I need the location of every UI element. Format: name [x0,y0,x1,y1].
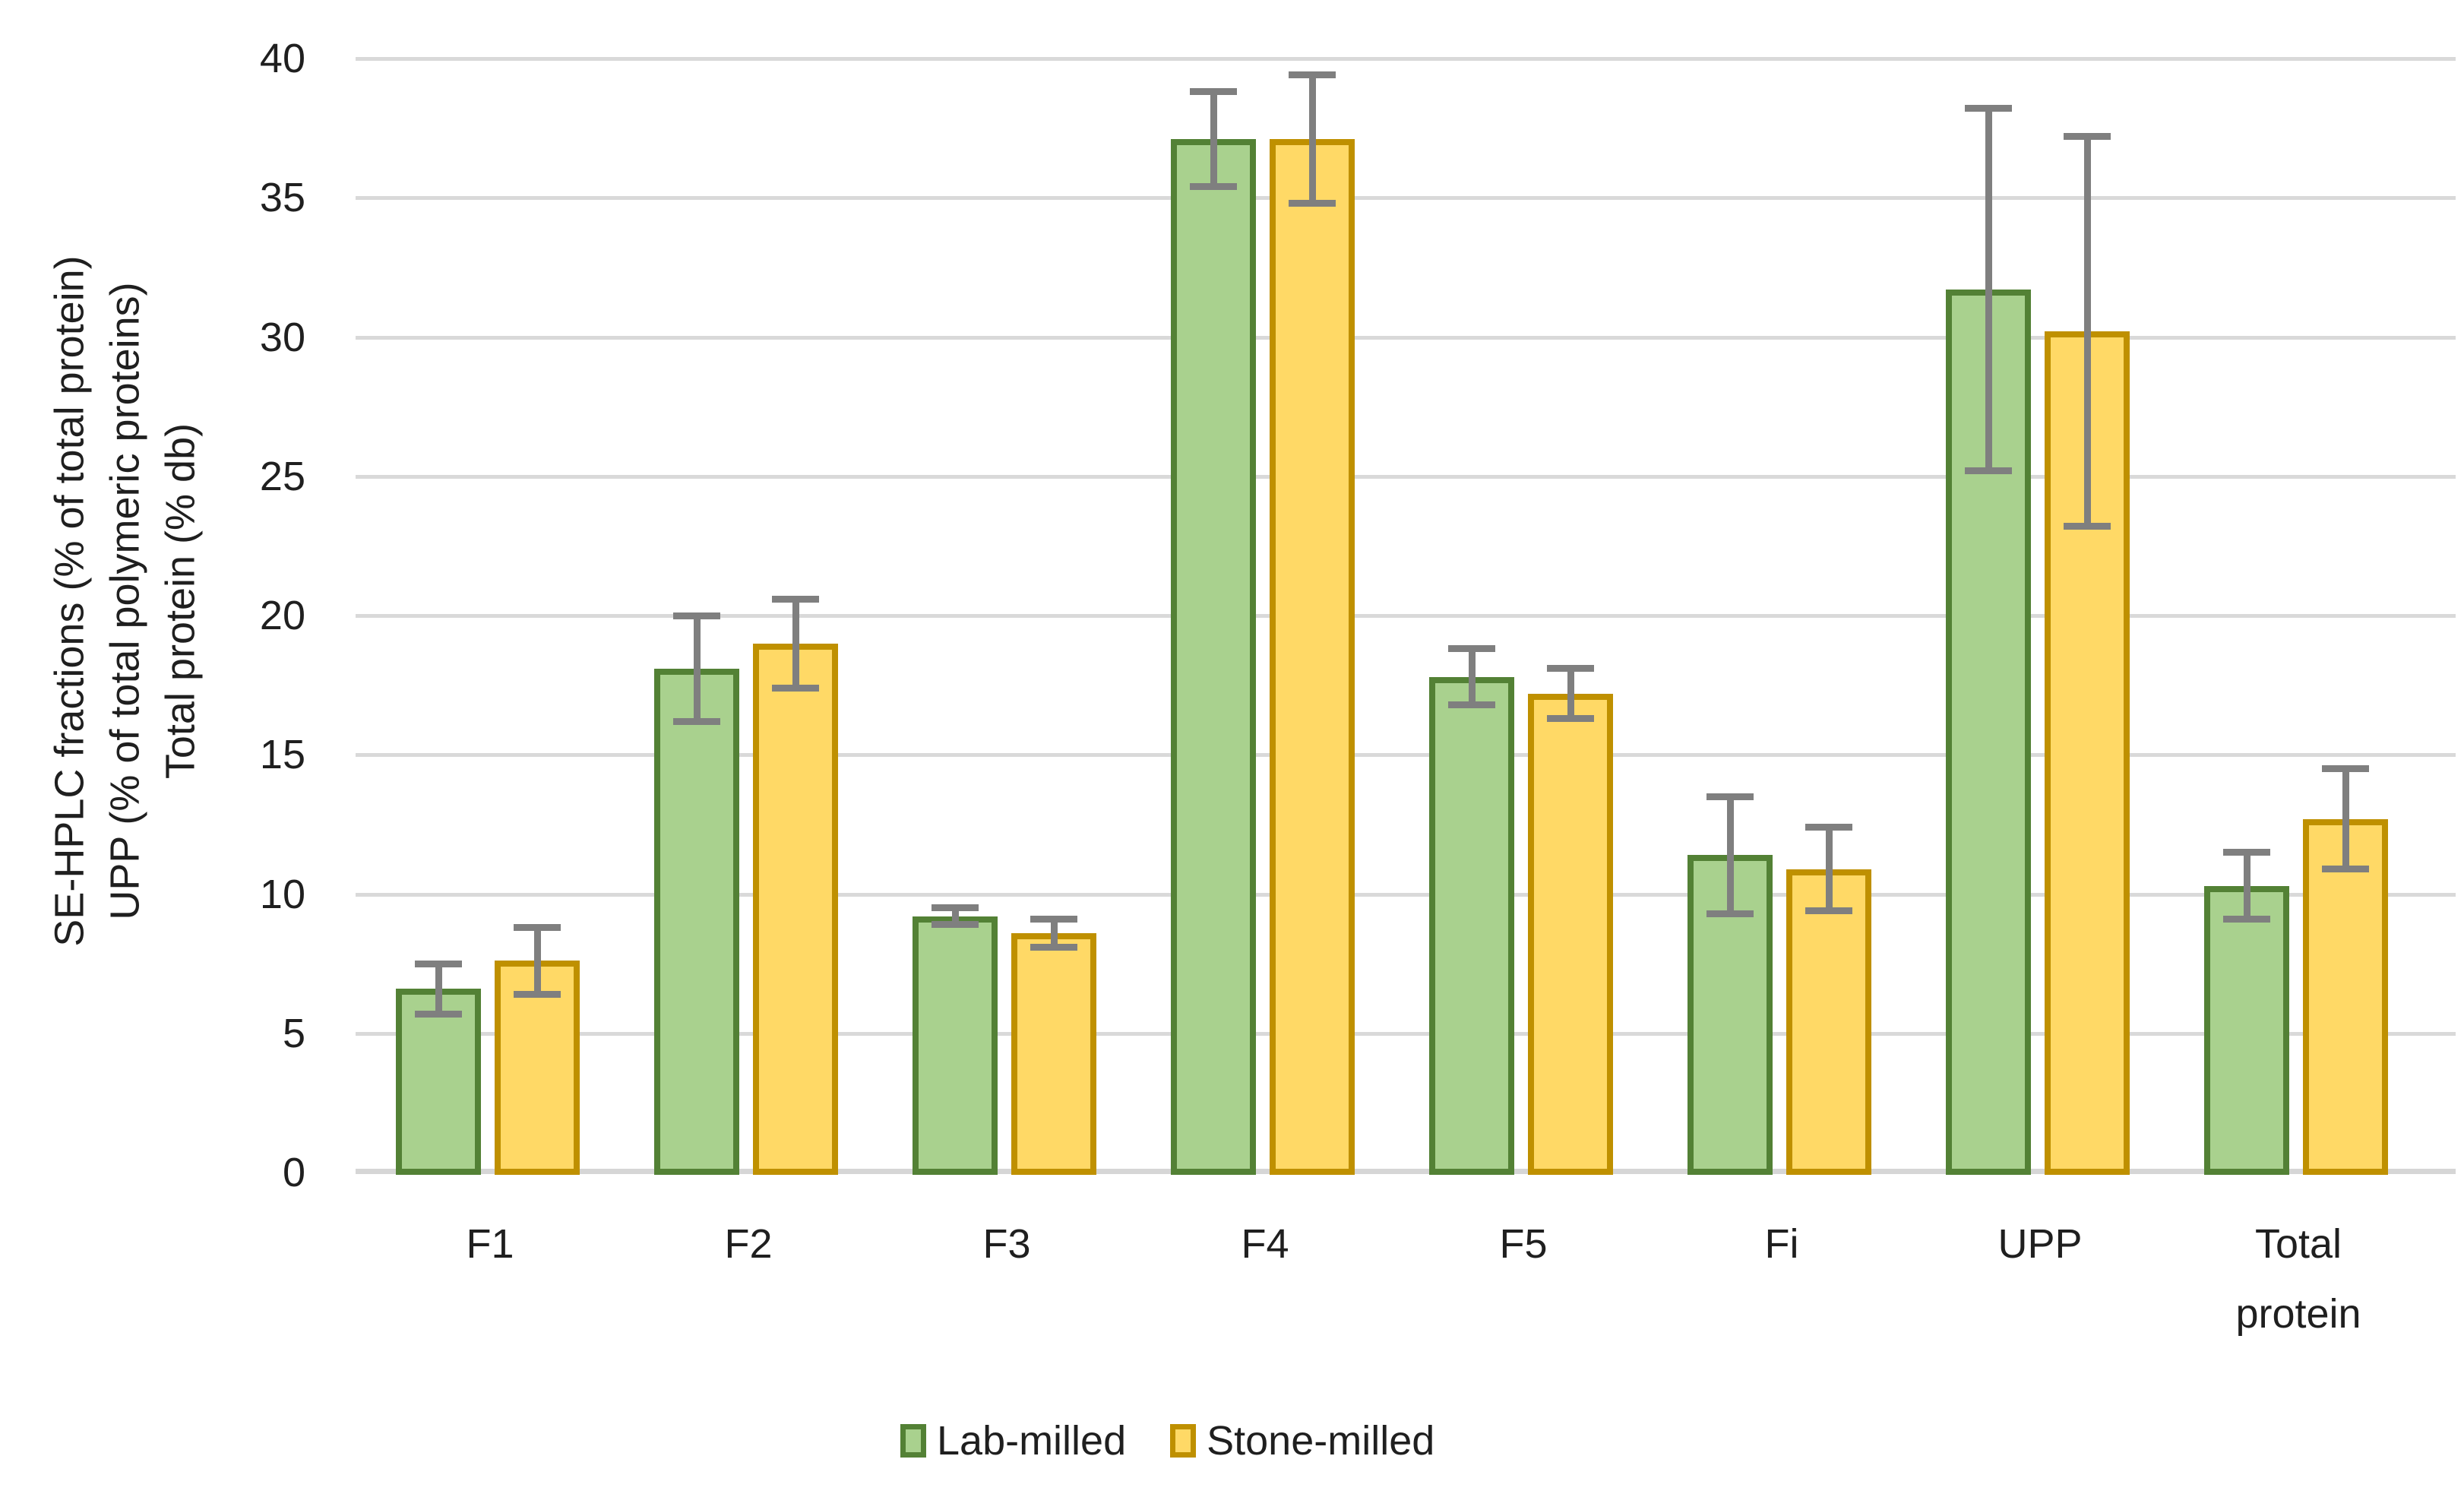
error-bar-stone-milled-f1-cap-top [514,923,561,931]
y-tick-label-25: 25 [259,453,305,499]
error-bar-stone-milled-f1-line [533,927,541,995]
error-bar-lab-milled-f2-line [693,616,701,722]
x-axis-label-f5: F5 [1499,1221,1548,1267]
error-bar-lab-milled-f4-cap-bottom [1190,183,1237,191]
error-bar-stone-milled-total-protein-line [2342,768,2349,869]
x-axis-label-f4: F4 [1241,1221,1289,1267]
error-bar-lab-milled-f5-cap-bottom [1448,701,1495,708]
x-axis-label-upp: UPP [1997,1221,2083,1267]
error-bar-lab-milled-total-protein-line [2243,852,2250,920]
error-bar-stone-milled-f4-line [1308,74,1316,204]
error-bar-stone-milled-f3-cap-top [1030,915,1077,923]
error-bar-lab-milled-upp-cap-top [1965,105,2012,112]
bar-stone-milled-f3 [1011,932,1096,1175]
error-bar-lab-milled-f2-cap-bottom [673,717,720,725]
error-bar-lab-milled-f1-line [435,964,442,1014]
legend-item-stone-milled: Stone-milled [1170,1417,1434,1464]
x-axis-label-f3: F3 [982,1221,1031,1267]
error-bar-lab-milled-f3-line [951,907,959,925]
error-bar-lab-milled-fi-line [1726,796,1734,914]
gridline-35 [356,196,2456,201]
error-bar-stone-milled-f3-cap-bottom [1030,943,1077,951]
bar-stone-milled-fi [1786,869,1871,1175]
error-bar-stone-milled-f5-cap-bottom [1547,715,1594,723]
error-bar-lab-milled-upp-line [1985,108,1992,471]
error-bar-lab-milled-upp-cap-bottom [1965,467,2012,474]
bar-lab-milled-f5 [1429,676,1514,1175]
y-tick-label-10: 10 [259,871,305,917]
error-bar-lab-milled-f2-cap-top [673,612,720,619]
y-axis-title-line-2: UPP (% of total polymeric proteins) [102,282,148,920]
error-bar-lab-milled-f1-cap-bottom [415,1010,462,1018]
y-tick-label-5: 5 [282,1010,305,1056]
error-bar-stone-milled-upp-line [2083,136,2091,527]
error-bar-stone-milled-upp-cap-bottom [2064,523,2111,530]
legend: Lab-milled Stone-milled [900,1416,1434,1465]
error-bar-stone-milled-f4-cap-top [1289,71,1336,79]
error-bar-stone-milled-f1-cap-bottom [514,990,561,998]
error-bar-stone-milled-fi-line [1825,827,1833,911]
error-bar-lab-milled-f3-cap-top [932,904,979,912]
lab-milled-swatch-icon [900,1424,926,1458]
error-bar-lab-milled-f4-cap-top [1190,88,1237,96]
x-axis-label-fi: Fi [1764,1221,1799,1267]
bar-lab-milled-f1 [396,989,481,1175]
error-bar-lab-milled-total-protein-cap-bottom [2223,915,2270,923]
error-bar-lab-milled-f4-line [1210,91,1217,187]
y-tick-label-15: 15 [259,732,305,778]
y-tick-label-30: 30 [259,314,305,360]
error-bar-stone-milled-f2-cap-bottom [772,684,819,692]
bar-lab-milled-f2 [654,668,739,1175]
bar-lab-milled-f4 [1171,139,1256,1175]
error-bar-lab-milled-f3-cap-bottom [932,921,979,929]
error-bar-stone-milled-total-protein-cap-top [2322,765,2369,773]
error-bar-lab-milled-f5-cap-top [1448,645,1495,653]
gridline-20 [356,614,2456,618]
error-bar-stone-milled-fi-cap-top [1805,824,1852,831]
x-axis-line [356,1169,2456,1174]
bar-lab-milled-f3 [913,916,998,1175]
error-bar-stone-milled-fi-cap-bottom [1805,907,1852,914]
error-bar-stone-milled-f5-cap-top [1547,665,1594,673]
gridline-5 [356,1031,2456,1036]
bar-stone-milled-total-protein [2303,818,2388,1175]
legend-label-lab-milled: Lab-milled [937,1418,1127,1464]
x-axis-label-f2: F2 [724,1221,773,1267]
gridline-40 [356,57,2456,61]
error-bar-stone-milled-f4-cap-bottom [1289,200,1336,207]
y-tick-label-35: 35 [259,175,305,221]
error-bar-lab-milled-f5-line [1468,648,1476,705]
error-bar-stone-milled-total-protein-cap-bottom [2322,866,2369,872]
gridline-15 [356,753,2456,758]
y-tick-label-20: 20 [259,593,305,638]
legend-label-stone-milled: Stone-milled [1207,1418,1435,1464]
error-bar-lab-milled-fi-cap-bottom [1706,910,1754,917]
bar-stone-milled-f2 [753,643,838,1175]
gridline-25 [356,474,2456,479]
bar-lab-milled-total-protein [2204,885,2289,1175]
y-tick-label-0: 0 [282,1150,305,1195]
y-tick-label-40: 40 [259,36,305,81]
legend-item-lab-milled: Lab-milled [900,1417,1126,1464]
error-bar-stone-milled-f3-line [1050,919,1058,948]
gridline-30 [356,335,2456,340]
y-axis-title-line-1: SE-HPLC fractions (% of total protein) [46,255,93,947]
error-bar-lab-milled-fi-cap-top [1706,793,1754,800]
stone-milled-swatch-icon [1170,1424,1197,1458]
error-bar-stone-milled-f2-line [792,599,799,688]
x-axis-label-total-protein: Total protein [2235,1221,2361,1337]
error-bar-stone-milled-upp-cap-top [2064,133,2111,141]
bar-stone-milled-f5 [1528,693,1613,1175]
x-axis-label-f1: F1 [466,1221,514,1267]
error-bar-lab-milled-f1-cap-top [415,960,462,967]
error-bar-stone-milled-f2-cap-top [772,595,819,603]
error-bar-lab-milled-total-protein-cap-top [2223,849,2270,856]
gridline-10 [356,892,2456,897]
bar-stone-milled-f4 [1270,139,1355,1175]
error-bar-stone-milled-f5-line [1567,668,1574,719]
